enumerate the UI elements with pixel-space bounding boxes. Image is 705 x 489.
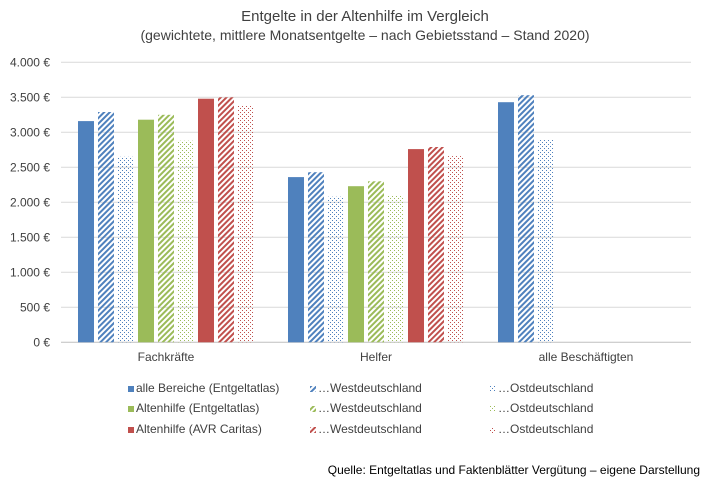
bar <box>118 156 134 343</box>
chart-subtitle: (gewichtete, mittlere Monatsentgelte – n… <box>140 27 589 43</box>
legend-marker <box>490 386 496 392</box>
bar <box>238 105 254 343</box>
legend-label: Altenhilfe (AVR Caritas) <box>136 422 262 436</box>
bars <box>78 95 554 343</box>
bar <box>328 196 344 343</box>
bar <box>348 186 364 343</box>
legend-label: …Ostdeutschland <box>498 381 593 395</box>
bar <box>78 121 94 343</box>
legend-label: alle Bereiche (Entgeltatlas) <box>136 381 279 395</box>
bar <box>178 140 194 343</box>
legend-marker <box>128 386 134 392</box>
x-tick-label: alle Beschäftigten <box>539 350 634 364</box>
legend-label: …Westdeutschland <box>318 401 422 415</box>
legend: alle Bereiche (Entgeltatlas) …Westdeutsch… <box>128 381 593 436</box>
bar <box>518 95 534 343</box>
bar <box>138 119 154 343</box>
legend-label: …Westdeutschland <box>318 422 422 436</box>
bar <box>308 172 324 343</box>
legend-marker <box>310 406 316 412</box>
bar <box>158 114 174 343</box>
y-tick-label: 3.500 € <box>10 90 50 104</box>
bar <box>388 196 404 343</box>
legend-marker <box>310 427 316 433</box>
y-tick-label: 3.000 € <box>10 125 50 139</box>
y-tick-label: 1.500 € <box>10 230 50 244</box>
y-tick-label: 2.500 € <box>10 160 50 174</box>
bar <box>198 98 214 343</box>
bar <box>98 112 114 343</box>
y-axis-ticks: 0 € 500 € 1.000 € 1.500 € 2.000 € 2.500 € 3.00… <box>10 55 50 349</box>
legend-label: …Westdeutschland <box>318 381 422 395</box>
x-tick-label: Helfer <box>360 350 392 364</box>
chart-title: Entgelte in der Altenhilfe im Vergleich <box>241 8 489 25</box>
bar <box>498 102 514 343</box>
legend-marker <box>490 427 496 433</box>
source-note: Quelle: Entgeltatlas und Faktenblätter V… <box>328 463 700 477</box>
bar <box>538 140 554 343</box>
legend-label: …Ostdeutschland <box>498 422 593 436</box>
bar <box>288 177 304 343</box>
bar <box>448 156 464 343</box>
bar <box>368 181 384 343</box>
legend-label: …Ostdeutschland <box>498 401 593 415</box>
bar <box>428 147 444 343</box>
bar <box>408 149 424 343</box>
legend-marker <box>128 427 134 433</box>
y-tick-label: 500 € <box>20 300 50 314</box>
legend-marker <box>490 406 496 412</box>
y-tick-label: 0 € <box>33 335 50 349</box>
legend-marker <box>310 386 316 392</box>
y-tick-label: 1.000 € <box>10 265 50 279</box>
legend-marker <box>128 406 134 412</box>
bar <box>218 97 234 343</box>
y-tick-label: 2.000 € <box>10 195 50 209</box>
legend-label: Altenhilfe (Entgeltatlas) <box>136 401 259 415</box>
x-axis-ticks: Fachkräfte Helfer alle Beschäftigten <box>138 350 634 364</box>
y-tick-label: 4.000 € <box>10 55 50 69</box>
x-tick-label: Fachkräfte <box>138 350 195 364</box>
